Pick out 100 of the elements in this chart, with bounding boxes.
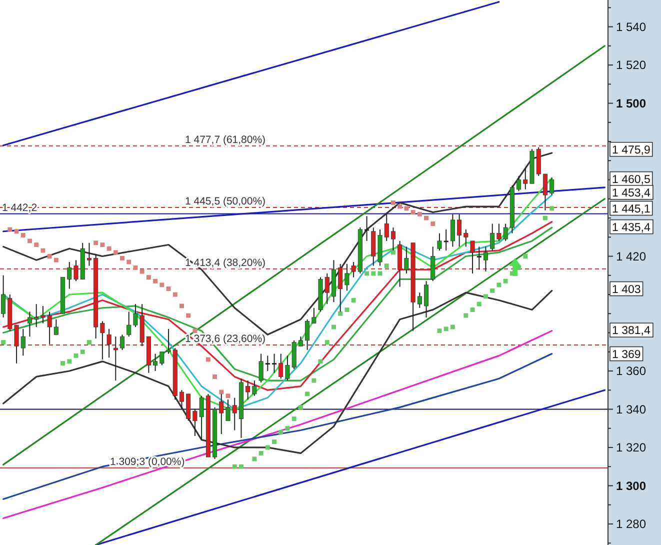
line-series [2, 152, 553, 336]
point [219, 390, 224, 394]
point [34, 242, 39, 248]
point [272, 440, 276, 444]
point [113, 250, 118, 255]
line-series [2, 352, 553, 500]
y-tick-label: 1 500 [616, 96, 646, 110]
point [484, 294, 488, 299]
candlestick [272, 353, 277, 374]
point [384, 264, 389, 268]
point [192, 328, 198, 334]
y-tick-label: 1 300 [616, 478, 646, 493]
point [47, 254, 52, 258]
point [80, 350, 85, 354]
ref-line-label: 1 477,7 (61,80%) [185, 134, 266, 146]
ref-line-label: 1 442,2 [2, 202, 38, 214]
point [54, 258, 58, 262]
point [470, 308, 475, 312]
point [60, 361, 66, 366]
annotation: 1 475,9 [612, 144, 650, 156]
point [40, 248, 46, 253]
point [351, 298, 356, 302]
point [285, 426, 290, 431]
point [67, 359, 72, 364]
candlestick [120, 334, 125, 350]
point [180, 304, 184, 308]
point [464, 313, 468, 318]
point [86, 340, 92, 345]
point [140, 269, 144, 274]
y-tick-label: 1 520 [616, 58, 646, 72]
point [318, 359, 323, 364]
point [265, 445, 270, 450]
candlestick [278, 353, 284, 380]
point [496, 282, 502, 288]
point [292, 416, 296, 422]
point [417, 212, 422, 216]
candlestick [542, 174, 548, 211]
candlestick [258, 353, 264, 383]
candlestick [106, 328, 112, 358]
point [424, 216, 428, 220]
candlestick [27, 311, 32, 338]
point [278, 430, 284, 434]
point [226, 394, 230, 398]
point [312, 378, 316, 383]
candlestick [457, 214, 462, 248]
y-tick-label: 1 360 [616, 364, 646, 378]
candlestick [351, 261, 356, 278]
point [364, 271, 370, 276]
point [126, 260, 132, 264]
point [8, 227, 12, 232]
point [28, 238, 32, 244]
point [74, 353, 78, 358]
line-series [2, 290, 553, 454]
point [252, 456, 257, 462]
point [503, 278, 508, 284]
point [153, 278, 158, 284]
candlestick [265, 355, 270, 372]
point [1, 340, 6, 345]
point [186, 313, 191, 318]
point [238, 464, 244, 469]
point [444, 326, 448, 332]
annotation: 1 403 [612, 284, 641, 296]
candlestick [417, 292, 422, 308]
point [232, 464, 237, 469]
y-tick-label: 1 320 [616, 440, 646, 455]
candlestick [86, 242, 92, 266]
point [133, 265, 138, 270]
point [100, 242, 105, 248]
annotation: 1 445,1 [612, 203, 650, 216]
point [523, 254, 528, 258]
candlestick [298, 336, 303, 347]
candlestick [113, 336, 118, 382]
point [390, 200, 396, 205]
point [206, 357, 210, 362]
candlestick [54, 318, 58, 336]
point [14, 229, 19, 234]
point [94, 240, 98, 246]
point [324, 340, 330, 345]
annotation: 1 369 [612, 348, 641, 361]
line-series [2, 330, 553, 520]
candlestick [450, 214, 455, 248]
point [404, 206, 409, 211]
candlestick [483, 246, 488, 272]
point [390, 250, 396, 255]
candlestick [490, 223, 495, 252]
point [146, 275, 151, 280]
candlestick [246, 380, 250, 400]
candlestick [179, 390, 184, 410]
point [398, 204, 402, 209]
point [542, 216, 548, 220]
candlestick [464, 228, 468, 248]
y-tick-label: 1 340 [616, 402, 646, 416]
candlestick [252, 380, 257, 396]
point [106, 246, 112, 251]
candlestick [476, 246, 482, 270]
point [258, 450, 264, 456]
point [476, 302, 482, 306]
candlestick [305, 318, 310, 350]
point [338, 311, 343, 316]
candlestick [324, 272, 330, 305]
